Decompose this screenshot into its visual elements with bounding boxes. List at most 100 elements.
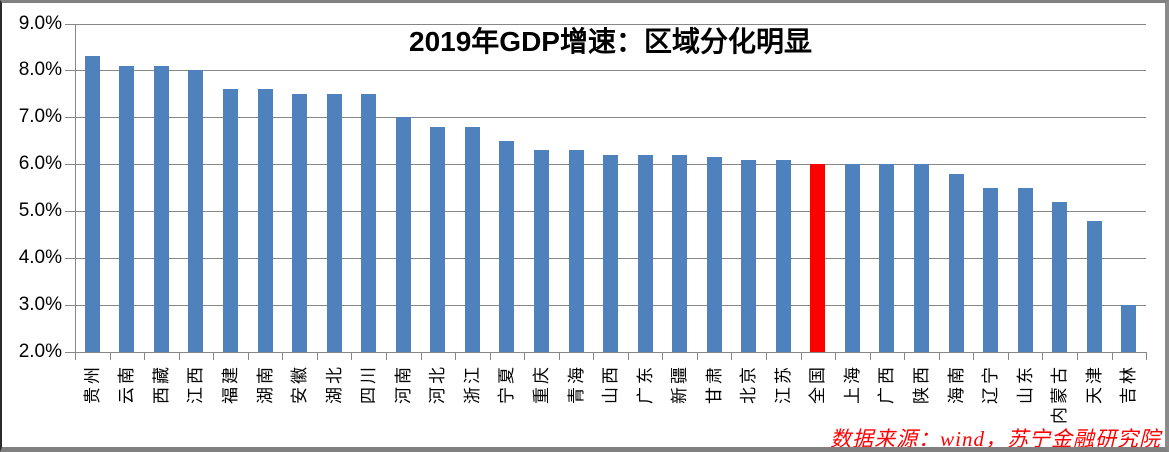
y-axis-tick	[65, 305, 75, 306]
bar	[1086, 220, 1102, 352]
y-axis-label: 3.0%	[18, 294, 62, 315]
bar	[1017, 187, 1033, 353]
x-axis-tick	[1111, 352, 1113, 360]
bar	[913, 164, 929, 352]
y-axis-tick	[65, 352, 75, 353]
x-axis-tick	[75, 352, 76, 360]
y-axis-label: 4.0%	[18, 247, 62, 268]
bar	[257, 89, 273, 352]
x-axis-tick	[282, 352, 284, 360]
x-axis-tick	[213, 352, 215, 360]
y-axis-line	[75, 23, 76, 352]
bar	[637, 154, 653, 352]
bar	[395, 117, 411, 352]
x-axis-tick	[662, 352, 664, 360]
y-axis-tick	[65, 211, 75, 212]
bar	[499, 140, 515, 352]
x-axis-label: 西藏	[151, 364, 171, 404]
x-axis-label: 上海	[842, 364, 862, 404]
x-axis-tick	[1007, 352, 1009, 360]
bar-highlight	[810, 164, 826, 352]
x-axis-label: 湖北	[324, 364, 344, 404]
x-axis-tick	[351, 352, 353, 360]
y-axis-label: 7.0%	[18, 106, 62, 127]
x-axis-tick	[385, 352, 387, 360]
x-axis-label: 山西	[601, 364, 620, 404]
x-axis-label: 山东	[1015, 364, 1035, 404]
y-axis-label: 9.0%	[18, 13, 62, 34]
x-axis-label: 贵州	[82, 364, 102, 404]
y-axis-tick	[65, 258, 75, 259]
x-axis-label: 天津	[1084, 364, 1104, 404]
bar	[672, 154, 688, 352]
x-axis-tick	[696, 352, 698, 360]
x-axis-tick	[627, 352, 629, 360]
bar	[844, 164, 860, 352]
bar	[706, 157, 722, 352]
x-axis-tick	[800, 352, 802, 360]
x-axis-tick	[489, 352, 491, 360]
y-axis-tick	[65, 117, 75, 118]
bar	[223, 89, 238, 352]
y-axis-tick	[65, 24, 75, 25]
chart-title: 2019年GDP增速：区域分化明显	[409, 26, 812, 57]
x-axis-tick	[420, 352, 422, 360]
x-axis-tick	[247, 352, 249, 360]
x-axis-label: 福建	[221, 364, 240, 404]
x-axis-label: 浙江	[462, 364, 482, 404]
x-axis-line	[75, 352, 1146, 353]
x-axis-label: 青海	[566, 364, 586, 404]
x-axis-label: 安徽	[290, 364, 310, 404]
x-axis-tick	[766, 352, 767, 360]
y-axis-tick	[65, 164, 75, 165]
x-axis-label: 辽宁	[981, 364, 1000, 404]
x-axis-tick	[558, 352, 560, 360]
x-axis-label: 甘肃	[704, 364, 724, 404]
x-axis-tick	[869, 352, 871, 360]
x-axis-label: 全国	[808, 364, 828, 404]
bar	[84, 56, 100, 352]
gridline	[75, 117, 1146, 118]
x-axis-label: 陕西	[911, 364, 931, 404]
x-axis-tick	[316, 352, 318, 360]
gridline	[75, 24, 1146, 25]
x-axis-label: 内蒙古	[1050, 364, 1070, 424]
x-axis-label: 重庆	[531, 364, 551, 404]
x-axis-tick	[731, 352, 733, 360]
bar	[568, 150, 584, 352]
x-axis-tick	[455, 352, 456, 360]
x-axis-label: 宁夏	[497, 364, 517, 404]
x-axis-label: 海南	[946, 364, 966, 404]
y-axis-label: 6.0%	[18, 153, 62, 174]
x-axis-label: 北京	[739, 364, 759, 404]
source-note: 数据来源：wind，苏宁金融研究院	[830, 427, 1161, 451]
x-axis-tick	[1076, 352, 1078, 360]
bar	[119, 65, 135, 352]
x-axis-label: 河北	[428, 364, 448, 404]
x-axis-tick	[178, 352, 180, 360]
x-axis-tick	[1042, 352, 1044, 360]
bar	[533, 150, 549, 352]
bar	[879, 164, 895, 352]
y-axis-label: 2.0%	[18, 341, 62, 362]
bar	[153, 65, 169, 352]
y-axis-label: 5.0%	[18, 200, 62, 221]
x-axis-label: 广西	[877, 364, 897, 404]
x-axis-tick	[938, 352, 940, 360]
bar	[361, 93, 377, 352]
x-axis-tick	[835, 352, 837, 360]
gridline	[75, 70, 1146, 71]
bar	[430, 126, 446, 352]
bar	[188, 70, 204, 352]
x-axis-tick	[524, 352, 526, 360]
x-axis-tick	[1146, 352, 1147, 360]
bar	[603, 154, 618, 352]
bar	[326, 93, 342, 352]
y-axis-label: 8.0%	[18, 59, 62, 80]
x-axis-label: 江西	[186, 364, 206, 404]
x-axis-label: 湖南	[255, 364, 275, 404]
bar	[775, 159, 791, 352]
x-axis-label: 四川	[359, 364, 379, 404]
bar	[741, 159, 757, 352]
x-axis-label: 新疆	[670, 364, 690, 404]
